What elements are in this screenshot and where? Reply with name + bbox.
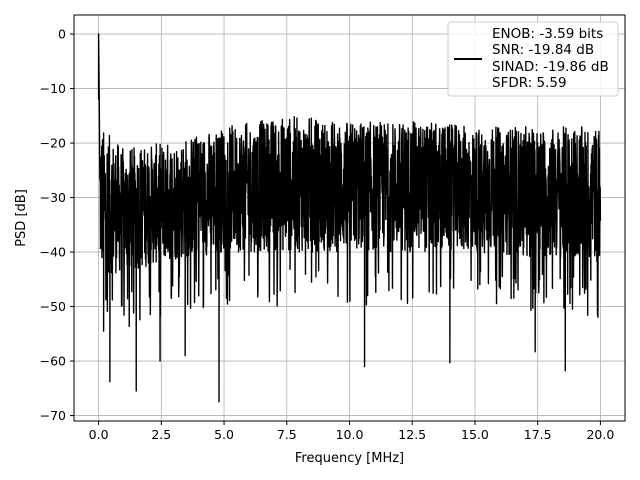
y-axis-label: PSD [dB] (14, 189, 29, 247)
y-tick-label: −20 (40, 136, 66, 151)
y-tick-label: −30 (40, 190, 66, 205)
x-tick-label: 2.5 (151, 427, 171, 442)
legend-entry-sinad: SINAD: -19.86 dB (492, 59, 609, 75)
legend-box (447, 21, 619, 97)
x-tick-label: 10.0 (336, 427, 364, 442)
legend-entry-sfdr: SFDR: 5.59 (492, 75, 567, 91)
y-axis-ticks: 0 −10 −20 −30 −40 −50 −60 −70 (40, 27, 74, 423)
y-tick-label: −40 (40, 245, 66, 260)
legend-entry-enob: ENOB: -3.59 bits (492, 26, 603, 42)
y-tick-label: −60 (40, 354, 66, 369)
x-tick-label: 5.0 (214, 427, 234, 442)
y-tick-label: −50 (40, 299, 66, 314)
y-tick-label: 0 (58, 27, 66, 42)
x-axis-ticks: 0.0 2.5 5.0 7.5 10.0 12.5 15.0 17.5 20.0 (89, 421, 614, 442)
legend: ENOB: -3.59 bits SNR: -19.84 dB SINAD: -… (447, 21, 619, 97)
x-tick-label: 12.5 (398, 427, 426, 442)
psd-series (97, 33, 602, 403)
legend-entry-snr: SNR: -19.84 dB (492, 42, 594, 58)
y-tick-label: −70 (40, 408, 66, 423)
x-tick-label: 20.0 (586, 427, 614, 442)
x-tick-label: 17.5 (524, 427, 552, 442)
x-tick-label: 0.0 (89, 427, 109, 442)
x-axis-label: Frequency [MHz] (295, 451, 404, 466)
x-tick-label: 15.0 (461, 427, 489, 442)
x-tick-label: 7.5 (277, 427, 297, 442)
y-tick-label: −10 (40, 81, 66, 96)
psd-line (97, 33, 602, 403)
